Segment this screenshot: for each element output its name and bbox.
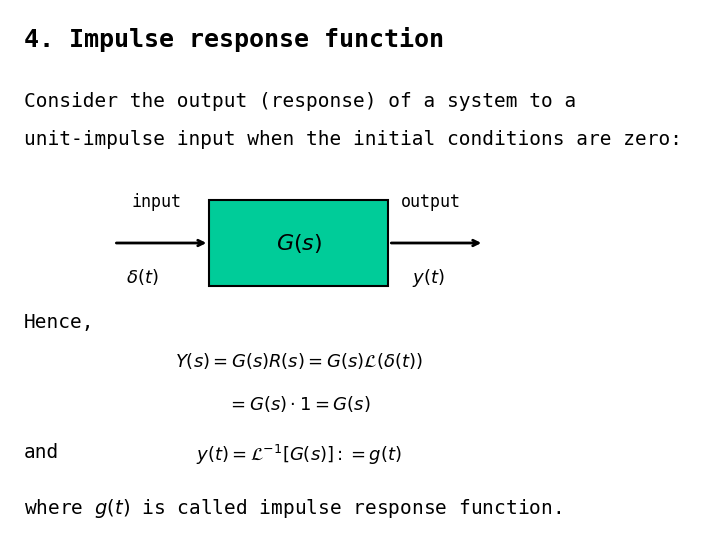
Text: 4. Impulse response function: 4. Impulse response function <box>24 27 444 52</box>
Text: Consider the output (response) of a system to a: Consider the output (response) of a syst… <box>24 92 576 111</box>
Text: $y(t)$: $y(t)$ <box>413 267 445 289</box>
Text: $y(t) = \mathcal{L}^{-1}[G(s)] := g(t)$: $y(t) = \mathcal{L}^{-1}[G(s)] := g(t)$ <box>196 443 402 467</box>
Text: output: output <box>400 193 461 211</box>
Text: where $g(t)$ is called impulse response function.: where $g(t)$ is called impulse response … <box>24 497 561 520</box>
Text: and: and <box>24 443 59 462</box>
Text: $\delta(t)$: $\delta(t)$ <box>125 267 158 287</box>
FancyBboxPatch shape <box>210 200 389 286</box>
Text: unit-impulse input when the initial conditions are zero:: unit-impulse input when the initial cond… <box>24 130 682 148</box>
Text: $= G(s) \cdot 1 = G(s)$: $= G(s) \cdot 1 = G(s)$ <box>227 394 371 414</box>
Text: input: input <box>132 193 181 211</box>
Text: $G(s)$: $G(s)$ <box>276 232 322 254</box>
Text: Hence,: Hence, <box>24 313 94 332</box>
Text: $Y(s) = G(s)R(s) = G(s)\mathcal{L}\left(\delta(t)\right)$: $Y(s) = G(s)R(s) = G(s)\mathcal{L}\left(… <box>175 351 423 371</box>
